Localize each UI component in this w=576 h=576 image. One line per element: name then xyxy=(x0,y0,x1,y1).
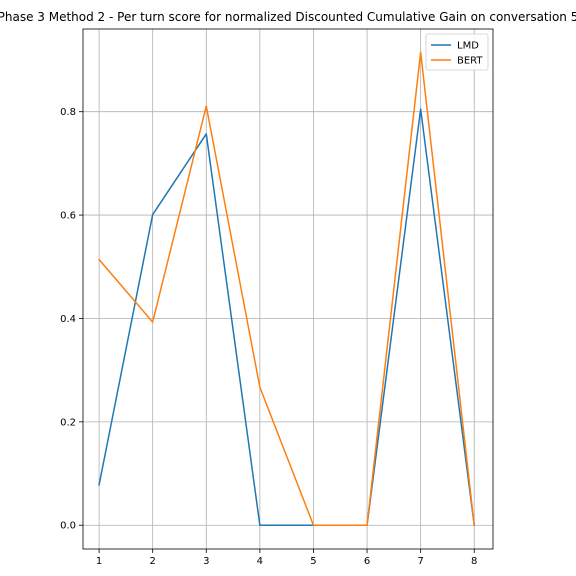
chart-title: Phase 3 Method 2 - Per turn score for no… xyxy=(0,10,576,24)
x-tick-label: 5 xyxy=(310,556,316,567)
x-tick-label: 8 xyxy=(471,556,477,567)
y-tick-label: 0.4 xyxy=(60,314,76,325)
x-tick-label: 4 xyxy=(257,556,263,567)
y-tick-label: 0.0 xyxy=(60,521,76,532)
y-tick-label: 0.8 xyxy=(60,107,76,118)
x-tick-label: 6 xyxy=(364,556,370,567)
grid xyxy=(83,29,493,549)
legend-label-lmd: LMD xyxy=(457,41,479,52)
legend-box xyxy=(425,33,489,71)
x-tick-label: 1 xyxy=(96,556,102,567)
series-line-lmd xyxy=(98,108,476,527)
axes: 1 2 3 4 5 6 7 8 0.0 0.2 0.4 0.6 0.8 xyxy=(60,28,494,567)
legend: LMD BERT xyxy=(425,33,489,71)
legend-label-bert: BERT xyxy=(457,56,483,67)
plot-frame xyxy=(82,28,494,550)
x-tick-label: 3 xyxy=(203,556,209,567)
series-line-bert xyxy=(98,51,476,527)
x-tick-label: 7 xyxy=(417,556,423,567)
y-tick-label: 0.2 xyxy=(60,417,76,428)
series-lines xyxy=(98,51,476,527)
y-tick-label: 0.6 xyxy=(60,211,76,222)
x-tick-label: 2 xyxy=(149,556,155,567)
